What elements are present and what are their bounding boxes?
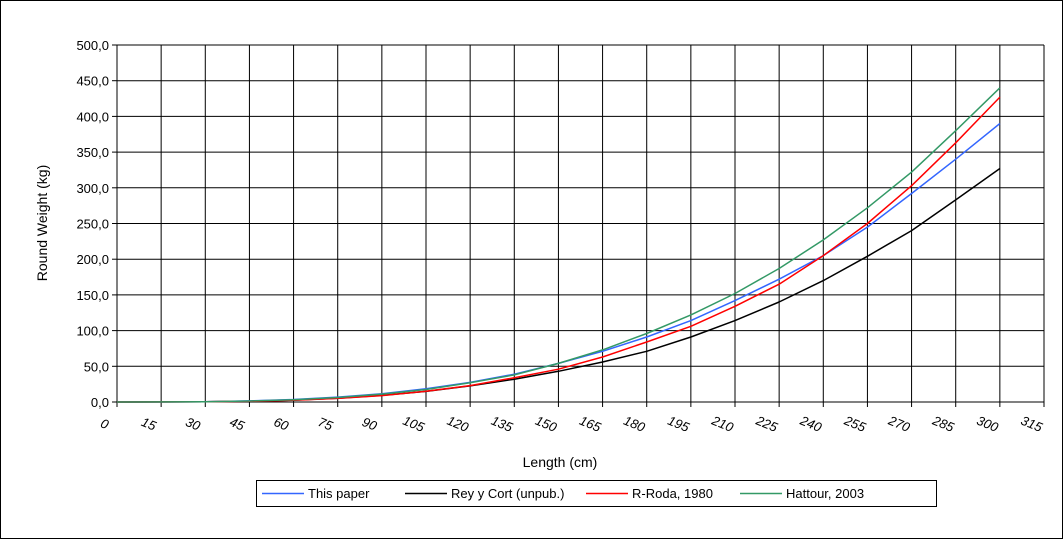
y-tick-label: 50,0 <box>84 359 109 374</box>
y-tick-label: 500,0 <box>76 38 109 53</box>
y-tick-label: 300,0 <box>76 181 109 196</box>
gridlines <box>112 44 1045 407</box>
y-tick-label: 450,0 <box>76 74 109 89</box>
legend-label-0: This paper <box>308 486 370 501</box>
y-tick-label: 350,0 <box>76 145 109 160</box>
y-tick-label: 200,0 <box>76 252 109 267</box>
legend: This paper Rey y Cort (unpub.) R-Roda, 198… <box>256 480 937 507</box>
legend-label-3: Hattour, 2003 <box>786 486 864 501</box>
series-lines <box>116 87 1001 403</box>
x-tick-label: 90 <box>360 414 380 434</box>
y-tick-label: 100,0 <box>76 324 109 339</box>
series-line-3 <box>116 87 1001 403</box>
y-tick-label: 400,0 <box>76 109 109 124</box>
legend-label-2: R-Roda, 1980 <box>632 486 713 501</box>
x-tick-label: 60 <box>272 414 292 434</box>
y-axis-title: Round Weight (kg) <box>34 165 50 281</box>
y-tick-label: 250,0 <box>76 217 109 232</box>
x-tick-label: 45 <box>228 414 248 434</box>
y-tick-label: 0,0 <box>91 395 109 410</box>
legend-label-1: Rey y Cort (unpub.) <box>451 486 564 501</box>
x-tick-label: 15 <box>139 414 159 434</box>
x-tick-label: 75 <box>316 414 336 434</box>
x-tick-label: 30 <box>183 414 203 434</box>
y-tick-label: 150,0 <box>76 288 109 303</box>
x-axis-title: Length (cm) <box>523 454 598 470</box>
